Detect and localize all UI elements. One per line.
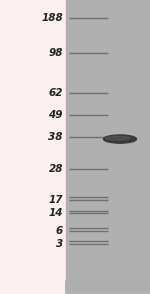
Bar bbox=[66, 286, 150, 293]
Bar bbox=[66, 285, 150, 292]
Bar bbox=[66, 282, 150, 289]
Bar bbox=[66, 282, 150, 290]
Bar bbox=[66, 285, 150, 292]
Text: 188: 188 bbox=[41, 13, 63, 23]
Bar bbox=[66, 281, 150, 289]
Bar bbox=[66, 280, 150, 288]
Bar bbox=[66, 285, 150, 292]
Bar bbox=[66, 283, 150, 291]
Bar bbox=[66, 283, 150, 290]
Bar bbox=[66, 285, 150, 292]
Bar bbox=[66, 280, 150, 287]
Bar bbox=[66, 285, 150, 293]
Ellipse shape bbox=[105, 136, 130, 140]
Bar bbox=[66, 280, 150, 287]
Bar bbox=[66, 285, 150, 293]
Bar bbox=[66, 0, 150, 294]
Text: 6: 6 bbox=[56, 226, 63, 236]
Text: 38: 38 bbox=[48, 132, 63, 142]
Bar bbox=[66, 287, 150, 294]
Bar bbox=[66, 282, 150, 289]
Bar bbox=[66, 281, 150, 288]
Text: 62: 62 bbox=[48, 88, 63, 98]
Bar bbox=[66, 286, 150, 293]
Bar bbox=[66, 280, 150, 287]
Bar bbox=[66, 284, 150, 291]
Bar bbox=[66, 281, 150, 288]
Text: 98: 98 bbox=[48, 48, 63, 58]
Ellipse shape bbox=[103, 135, 136, 143]
Bar bbox=[66, 283, 150, 290]
Bar bbox=[66, 284, 150, 291]
Text: 17: 17 bbox=[48, 195, 63, 205]
Bar bbox=[0, 0, 66, 294]
Bar bbox=[66, 280, 150, 288]
Bar bbox=[66, 281, 150, 288]
Text: 28: 28 bbox=[48, 164, 63, 174]
Text: 14: 14 bbox=[48, 208, 63, 218]
Bar bbox=[66, 284, 150, 292]
Bar bbox=[66, 284, 150, 291]
Bar bbox=[66, 282, 150, 289]
Bar bbox=[66, 285, 150, 293]
Bar bbox=[66, 280, 150, 288]
Text: 3: 3 bbox=[56, 239, 63, 249]
Text: 49: 49 bbox=[48, 110, 63, 120]
Bar bbox=[66, 283, 150, 290]
Bar bbox=[66, 283, 150, 291]
Bar bbox=[66, 283, 150, 290]
Bar bbox=[66, 286, 150, 294]
Bar bbox=[66, 283, 150, 290]
Bar bbox=[66, 286, 150, 294]
Bar bbox=[66, 282, 150, 289]
Bar bbox=[66, 286, 150, 293]
Bar bbox=[66, 280, 150, 288]
